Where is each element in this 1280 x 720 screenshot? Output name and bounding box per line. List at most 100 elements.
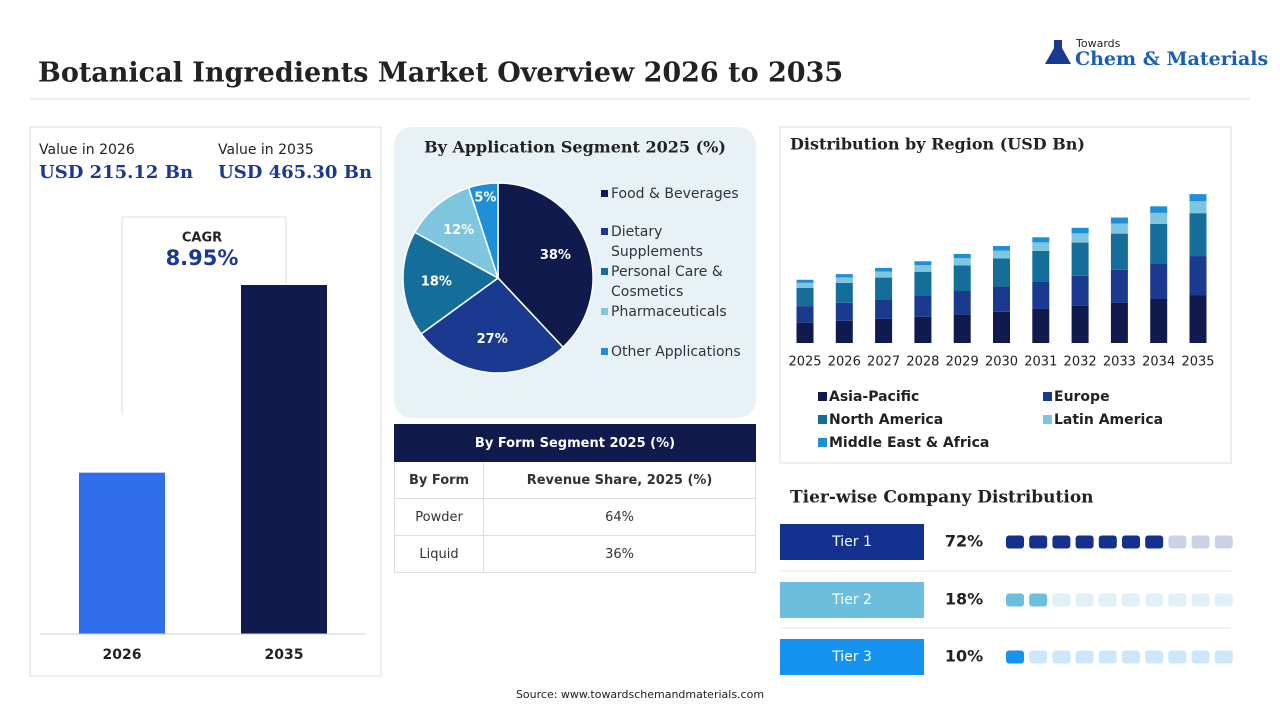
column-header: Revenue Share, 2025 (%): [483, 461, 756, 499]
column-header: By Form: [393, 461, 485, 499]
bar-segment: [796, 306, 814, 323]
bar-segment: [835, 302, 853, 321]
tier-label: Tier 3: [831, 649, 872, 665]
table-title: By Form Segment 2025 (%): [394, 424, 756, 462]
x-tick-label: 2026: [828, 355, 861, 370]
bar-segment: [1189, 201, 1207, 214]
annotation: CAGR: [182, 231, 222, 246]
bar-segment: [1150, 299, 1168, 343]
bar-segment: [1110, 223, 1128, 234]
tier-button: [780, 524, 924, 560]
empty-dot: [1214, 593, 1233, 607]
empty-dot: [1075, 593, 1094, 607]
empty-dot: [1191, 650, 1210, 664]
bar: [241, 285, 327, 634]
logo-top: Towards: [1075, 37, 1121, 50]
bar-segment: [953, 291, 971, 315]
bar-segment: [796, 282, 814, 288]
bar-segment: [875, 271, 893, 278]
empty-dot: [1029, 650, 1048, 664]
bar-segment: [953, 265, 971, 291]
empty-dot: [1168, 650, 1187, 664]
empty-dot: [1052, 650, 1071, 664]
x-tick-label: 2035: [265, 647, 304, 663]
waffle-dot: [1145, 535, 1164, 549]
waffle-dot: [1006, 593, 1024, 607]
logo-icon: [1045, 40, 1071, 64]
empty-dot: [1214, 650, 1233, 664]
bar-segment: [914, 295, 932, 317]
legend-label: Pharmaceuticals: [611, 304, 727, 320]
empty-dot: [1168, 593, 1187, 607]
data-label: 5%: [474, 191, 496, 206]
x-tick-label: 2030: [985, 355, 1018, 370]
empty-dot: [1191, 593, 1210, 607]
bar-segment: [1110, 217, 1128, 224]
legend-label: Asia-Pacific: [829, 389, 919, 405]
tier-button: [780, 582, 924, 618]
waffle-dot: [1006, 650, 1024, 664]
empty-dot: [1122, 650, 1140, 664]
annotation: 8.95%: [166, 246, 239, 270]
pie-slice: [467, 182, 499, 279]
legend-label: Other Applications: [611, 344, 741, 360]
legend-swatch: [1043, 415, 1052, 424]
bar-segment: [993, 286, 1010, 312]
x-tick-label: 2026: [103, 647, 142, 663]
data-label: 12%: [443, 223, 474, 238]
bar-segment: [1032, 250, 1050, 282]
x-tick-label: 2025: [788, 355, 821, 370]
bar-segment: [914, 316, 932, 343]
legend-swatch: [601, 228, 608, 235]
bar-segment: [1071, 233, 1089, 243]
bar-segment: [1189, 194, 1207, 202]
empty-dot: [1145, 593, 1164, 607]
bar-segment: [953, 258, 971, 266]
legend-swatch: [601, 348, 608, 355]
x-tick-label: 2027: [867, 355, 900, 370]
bar-segment: [1189, 213, 1207, 257]
bar-segment: [796, 279, 814, 283]
bar-segment: [1071, 275, 1089, 306]
bar-segment: [796, 287, 814, 307]
data-label: 27%: [477, 332, 508, 347]
bar-segment: [835, 277, 853, 283]
legend-label: Personal Care & Cosmetics: [611, 264, 723, 300]
chart-title: Distribution by Region (USD Bn): [790, 135, 1085, 154]
value-label: 10%: [945, 647, 983, 666]
pie-slice: [497, 182, 594, 349]
tier-button: [780, 639, 924, 675]
value-header: Value in 2026: [39, 142, 135, 158]
bar-segment: [1071, 227, 1089, 234]
bar-segment: [875, 277, 893, 300]
bar-segment: [953, 253, 971, 259]
empty-dot: [1191, 535, 1210, 549]
page-title: Botanical Ingredients Market Overview 20…: [38, 58, 843, 89]
bar-segment: [1032, 308, 1050, 343]
data-label: 38%: [540, 248, 571, 263]
waffle-dot: [1029, 593, 1048, 607]
bar-segment: [1150, 263, 1168, 299]
bar-segment: [993, 250, 1010, 259]
legend-label: Middle East & Africa: [829, 435, 989, 451]
bar-segment: [1032, 237, 1050, 243]
panel: [779, 126, 1232, 464]
empty-dot: [1122, 593, 1140, 607]
bar-segment: [993, 246, 1010, 251]
x-tick-label: 2035: [1181, 355, 1214, 370]
pie-slice: [413, 186, 500, 280]
bar-segment: [1071, 242, 1089, 276]
bar-segment: [914, 261, 932, 266]
bar-segment: [835, 320, 853, 343]
chart-title: By Application Segment 2025 (%): [424, 138, 726, 157]
bar-segment: [1189, 295, 1207, 343]
bar-segment: [993, 311, 1010, 343]
source: Source: www.towardschemandmaterials.com: [516, 688, 764, 701]
bar-segment: [875, 299, 893, 319]
chart-title: Tier-wise Company Distribution: [790, 488, 1094, 508]
cell: 64%: [483, 498, 756, 536]
legend-label: Dietary Supplements: [611, 224, 703, 260]
value-header: Value in 2035: [218, 142, 314, 158]
legend-label: Food & Beverages: [611, 186, 739, 202]
